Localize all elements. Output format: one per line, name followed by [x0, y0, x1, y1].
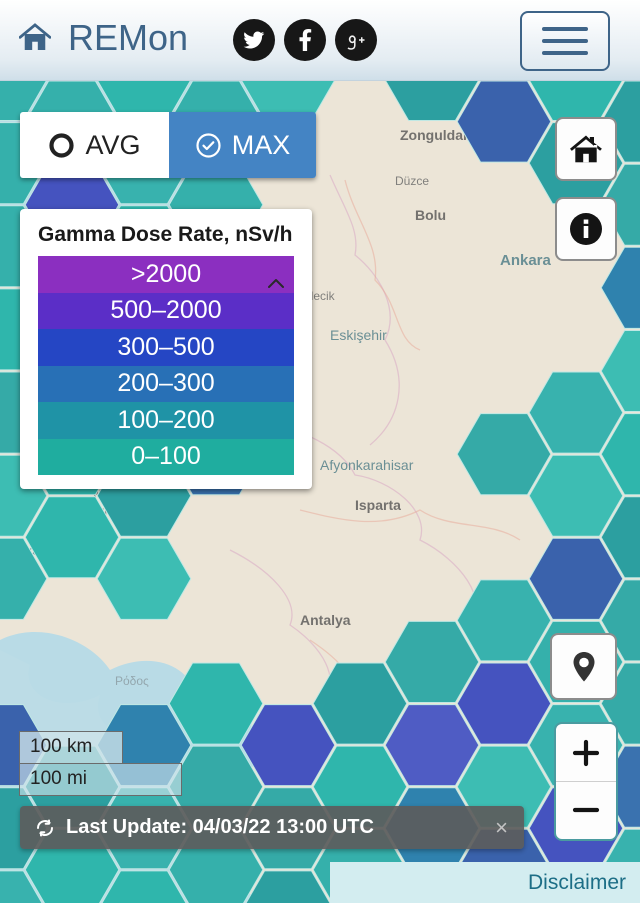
- svg-text:Bolu: Bolu: [415, 207, 446, 223]
- svg-text:Zonguldak: Zonguldak: [400, 127, 471, 143]
- svg-text:Antalya: Antalya: [300, 612, 351, 628]
- svg-text:Eskişehir: Eskişehir: [330, 327, 387, 343]
- svg-text:Düzce: Düzce: [395, 174, 429, 188]
- svg-text:Ρόδος: Ρόδος: [115, 674, 149, 688]
- svg-text:Afyonkarahisar: Afyonkarahisar: [320, 457, 414, 473]
- svg-text:Ankara: Ankara: [500, 252, 552, 269]
- svg-text:Isparta: Isparta: [355, 497, 401, 513]
